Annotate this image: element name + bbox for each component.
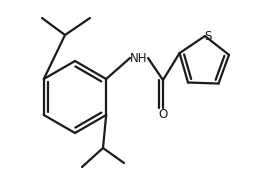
Text: NH: NH xyxy=(130,52,148,64)
Text: S: S xyxy=(204,30,211,42)
Text: O: O xyxy=(158,108,168,121)
